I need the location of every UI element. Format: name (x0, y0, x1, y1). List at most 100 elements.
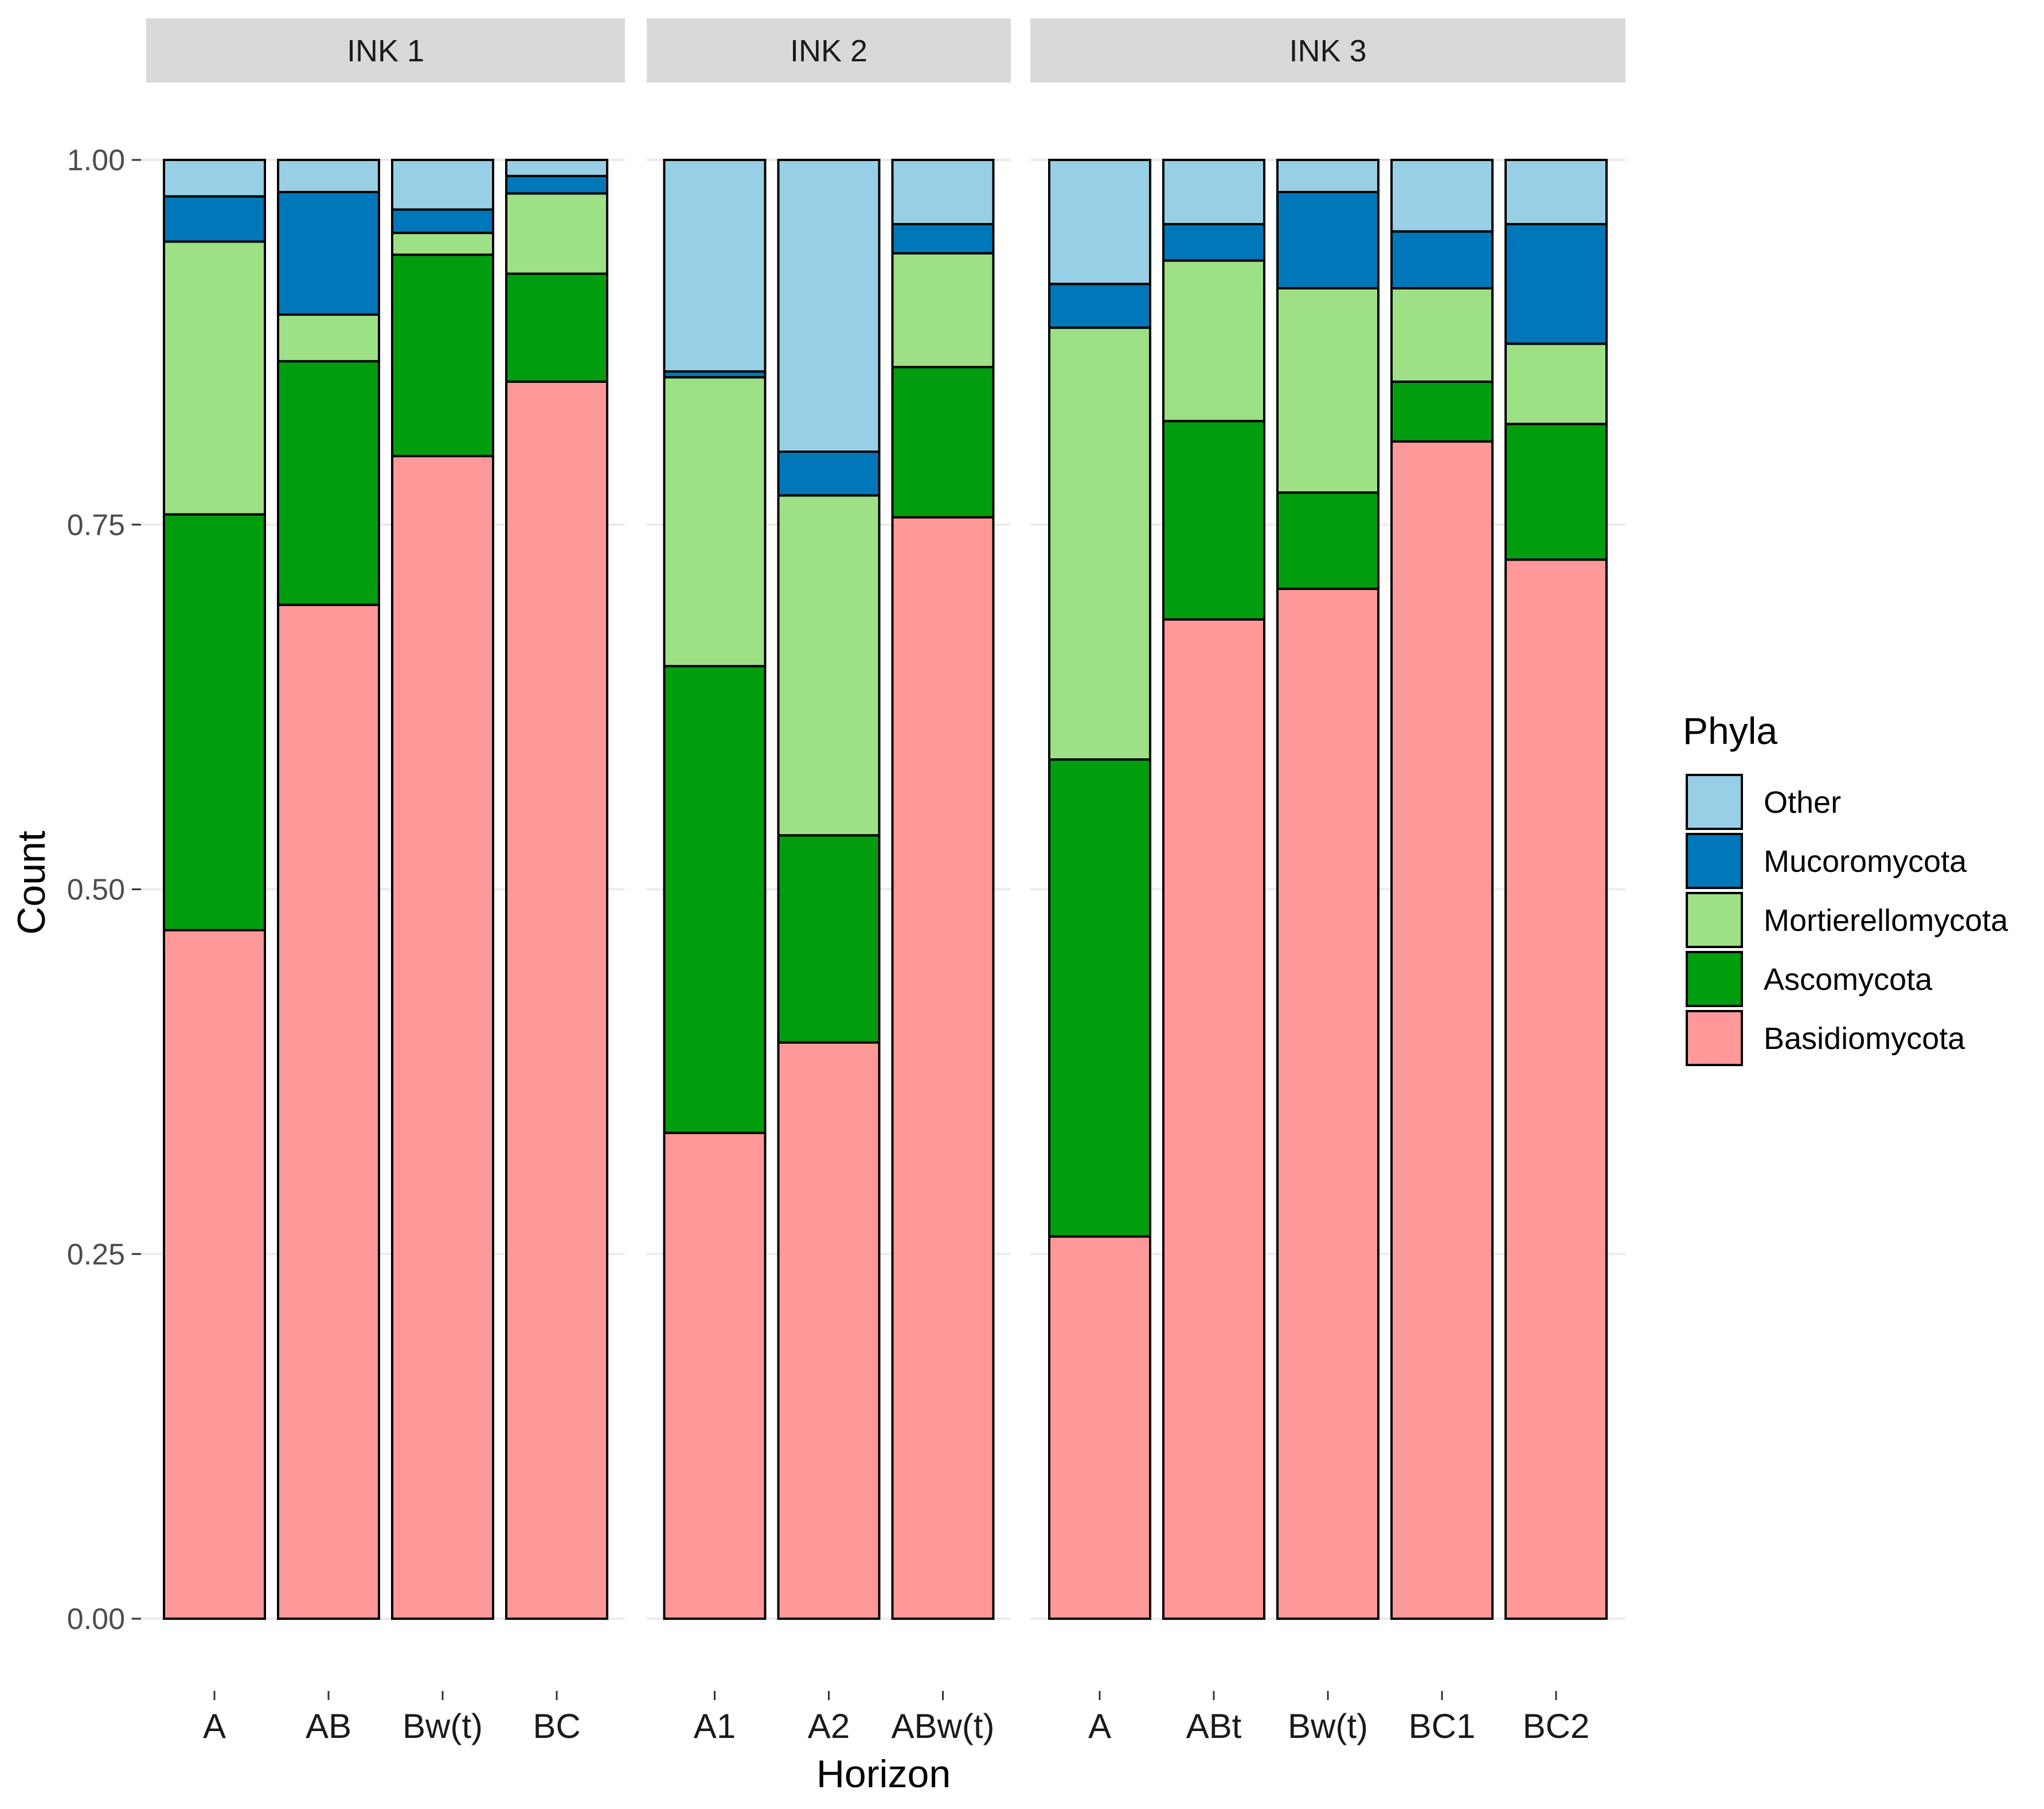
facet-strip-label: INK 1 (347, 34, 424, 68)
x-axis-title: Horizon (816, 1752, 951, 1796)
bar-segment-basidiomycota (1504, 558, 1608, 1620)
bar-segment-basidiomycota (1048, 1235, 1151, 1620)
legend-title: Phyla (1683, 710, 1777, 752)
bar-segment-basidiomycota (1162, 618, 1265, 1620)
facet-panel: INK 3 A ABt Bw(t) BC1 BC2 (1030, 18, 1625, 1745)
x-tick-label: ABw(t) (892, 1707, 995, 1745)
bar-segment-basidiomycota (891, 516, 995, 1620)
x-tick-label: A (1088, 1707, 1111, 1745)
bar-segment-other (163, 159, 266, 198)
bar-segment-mortierellomycota (777, 494, 881, 837)
bar-segment-mucoromycota (505, 174, 608, 195)
y-axis-title: Count (10, 831, 53, 935)
y-tick-label: 0.00 (67, 1603, 125, 1636)
x-tick-label: A1 (694, 1707, 736, 1745)
facet-strip-label: INK 2 (790, 34, 867, 68)
bar-segment-ascomycota (1276, 491, 1379, 590)
legend-label-mucoromycota: Mucoromycota (1764, 844, 1967, 879)
bar-segment-mucoromycota (777, 451, 881, 497)
legend: Phyla Other Mucoromycota Mortierellomycota… (1683, 710, 2008, 1066)
bar-segment-ascomycota (163, 513, 266, 931)
bar-segment-ascomycota (1162, 420, 1265, 621)
bar-segment-mortierellomycota (663, 376, 767, 668)
bar-segment-basidiomycota (391, 455, 494, 1620)
bar-segment-ascomycota (1504, 422, 1608, 561)
x-tick-label: BC (533, 1707, 580, 1745)
panels: INK 1 A AB Bw(t) BC INK 2 A1 A2 ABw(t) INK 3 A ABt B… (146, 18, 1625, 1745)
bar-segment-mucoromycota (163, 195, 266, 243)
legend-label-other: Other (1764, 785, 1841, 820)
facet-panel: INK 1 A AB Bw(t) BC (146, 18, 625, 1745)
facet-strip-label: INK 3 (1289, 34, 1366, 68)
bar-segment-ascomycota (777, 834, 881, 1044)
bar-segment-mortierellomycota (1162, 259, 1265, 422)
x-tick-label: A2 (808, 1707, 850, 1745)
bar-segment-ascomycota (891, 366, 995, 519)
bar-segment-other (891, 159, 995, 225)
legend-key-ascomycota (1686, 951, 1743, 1007)
bar-segment-other (391, 159, 494, 211)
bar-segment-mucoromycota (1162, 222, 1265, 262)
x-tick-label: Bw(t) (402, 1707, 483, 1745)
bar-segment-ascomycota (1390, 380, 1494, 443)
bar-segment-mucoromycota (1048, 283, 1151, 329)
bar-segment-basidiomycota (777, 1041, 881, 1620)
bar-segment-other (1048, 159, 1151, 285)
axis-titles: Count Horizon (10, 831, 951, 1796)
bar-segment-mucoromycota (1276, 190, 1379, 289)
legend-key-basidiomycota (1686, 1010, 1743, 1066)
bar-segment-ascomycota (663, 665, 767, 1134)
bar-segment-ascomycota (505, 272, 608, 383)
facet-strip (647, 18, 1011, 83)
legend-label-basidiomycota: Basidiomycota (1764, 1021, 1965, 1056)
bar-segment-mortierellomycota (1048, 326, 1151, 761)
bar-segment-other (1390, 159, 1494, 233)
bar-segment-basidiomycota (663, 1131, 767, 1620)
x-tick-label: BC2 (1523, 1707, 1590, 1745)
x-tick-label: Bw(t) (1288, 1707, 1368, 1745)
bar-segment-other (777, 159, 881, 453)
y-axis: 0.00 0.25 0.50 0.75 1.00 (67, 144, 141, 1636)
bar-segment-other (663, 159, 767, 373)
bar-segment-basidiomycota (1276, 588, 1379, 1620)
bar-segment-mucoromycota (391, 208, 494, 234)
y-tick-label: 0.50 (67, 874, 125, 907)
bar-segment-mortierellomycota (1390, 287, 1494, 383)
bar-segment-mortierellomycota (163, 240, 266, 516)
bar-segment-mortierellomycota (505, 192, 608, 275)
bar-segment-mortierellomycota (891, 252, 995, 369)
bar-segment-other (505, 159, 608, 177)
bar-segment-other (277, 159, 380, 193)
x-tick-label: ABt (1186, 1707, 1242, 1745)
x-tick-label: BC1 (1409, 1707, 1476, 1745)
bar-segment-basidiomycota (1390, 440, 1494, 1620)
bar-segment-ascomycota (391, 253, 494, 457)
legend-label-ascomycota: Ascomycota (1764, 962, 1933, 997)
y-tick-label: 0.25 (67, 1238, 125, 1271)
legend-key-mortierellomycota (1686, 892, 1743, 948)
facet-panel: INK 2 A1 A2 ABw(t) (647, 18, 1011, 1745)
y-tick-label: 0.75 (67, 508, 125, 542)
bar-segment-other (1276, 159, 1379, 193)
bar-segment-basidiomycota (505, 380, 608, 1620)
legend-label-mortierellomycota: Mortierellomycota (1764, 903, 2008, 938)
bar-segment-mucoromycota (277, 190, 380, 316)
bar-segment-mucoromycota (891, 222, 995, 254)
bar-segment-mucoromycota (1390, 230, 1494, 289)
bar-segment-other (1162, 159, 1265, 225)
x-tick-label: A (203, 1707, 226, 1745)
bar-segment-mortierellomycota (1504, 342, 1608, 425)
bar-segment-mortierellomycota (1276, 287, 1379, 494)
bar-segment-mortierellomycota (391, 232, 494, 256)
bar-segment-mucoromycota (1504, 222, 1608, 345)
x-tick-label: AB (306, 1707, 351, 1745)
bar-segment-mortierellomycota (277, 313, 380, 363)
facet-strip (1030, 18, 1625, 83)
bar-segment-ascomycota (1048, 758, 1151, 1238)
bar-segment-ascomycota (277, 360, 380, 606)
legend-key-mucoromycota (1686, 833, 1743, 889)
facet-strip (146, 18, 625, 83)
y-tick-label: 1.00 (67, 144, 125, 177)
